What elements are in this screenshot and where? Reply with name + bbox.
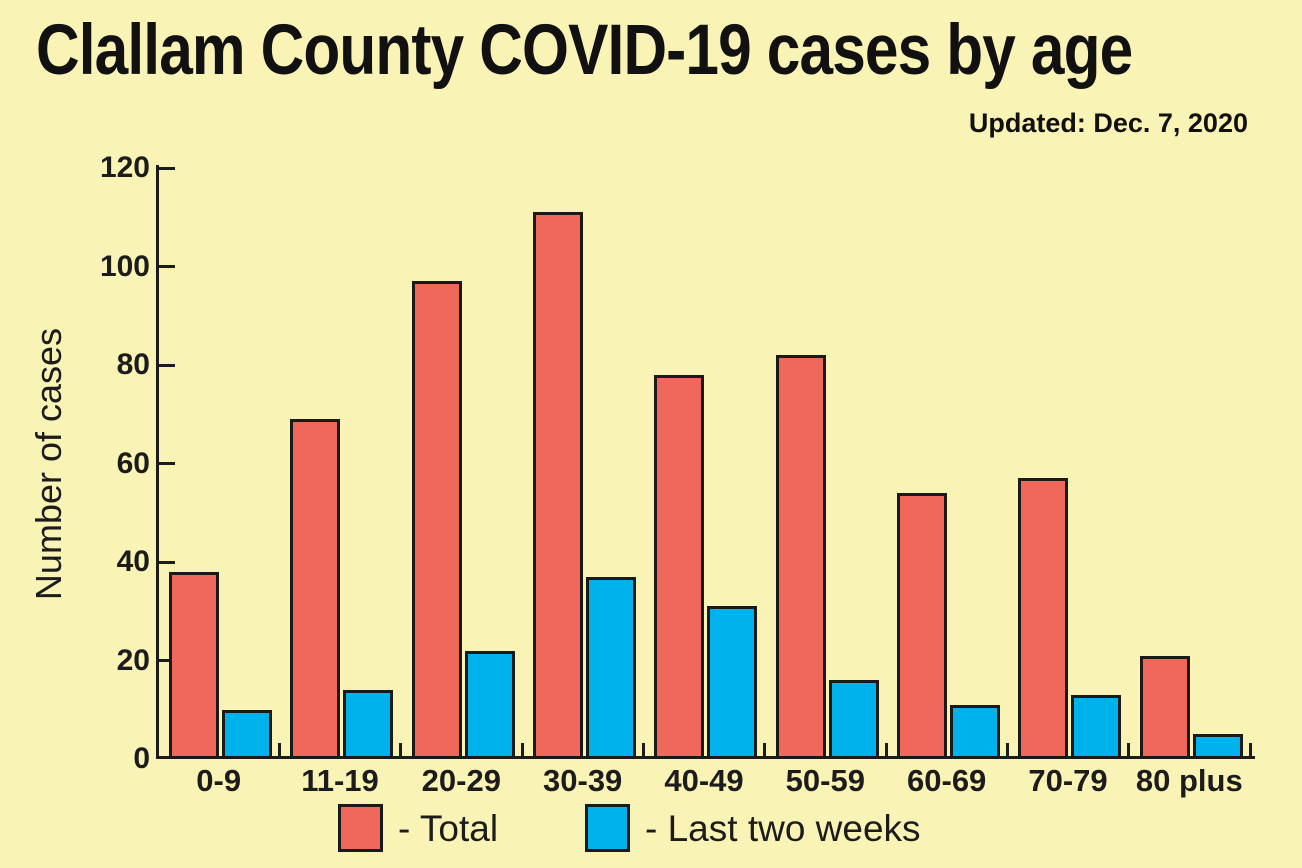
y-axis-tick <box>158 363 175 367</box>
x-axis-label: 30-39 <box>543 763 623 798</box>
chart-title: Clallam County COVID-19 cases by age <box>36 11 1133 90</box>
y-axis-tick <box>158 462 175 465</box>
bar-last-two-weeks <box>828 680 879 759</box>
x-axis-tick <box>277 743 281 756</box>
bar-total <box>654 374 705 759</box>
bar-last-two-weeks <box>222 709 272 759</box>
y-axis-tick <box>158 265 175 268</box>
x-axis-tick <box>520 743 524 756</box>
y-tick-label: 120 <box>99 151 150 184</box>
x-axis-label: 50-59 <box>785 763 865 798</box>
legend-label-total: - Total <box>398 808 499 849</box>
x-axis-line <box>156 756 1255 759</box>
y-axis-tick <box>158 166 175 170</box>
bar-total <box>1018 478 1069 759</box>
y-tick-label: 60 <box>116 446 150 480</box>
x-axis-label: 60-69 <box>907 763 987 798</box>
y-axis-tick <box>158 560 175 564</box>
bar-last-two-weeks <box>707 606 758 759</box>
x-axis-tick <box>641 743 645 756</box>
y-tick-label: 100 <box>99 249 150 283</box>
x-axis-label: 0-9 <box>196 763 242 798</box>
legend-label-recent: - Last two weeks <box>645 808 921 849</box>
x-axis-tick <box>884 743 888 756</box>
y-tick-label: 20 <box>116 643 150 677</box>
x-axis-tick <box>1005 743 1009 756</box>
x-axis-label: 20-29 <box>421 763 501 798</box>
x-axis-label: 40-49 <box>664 763 744 798</box>
x-axis-tick <box>1248 743 1252 756</box>
y-tick-label: 80 <box>116 348 150 381</box>
x-axis-tick <box>399 743 403 756</box>
legend-swatch-recent <box>585 804 630 852</box>
legend-swatch-total <box>338 804 383 852</box>
bar-total <box>290 419 341 759</box>
bar-total <box>1139 655 1190 759</box>
x-axis-label: 70-79 <box>1028 763 1108 798</box>
bar-last-two-weeks <box>950 704 1000 759</box>
bar-last-two-weeks <box>1071 694 1122 759</box>
bar-last-two-weeks <box>1192 734 1243 759</box>
bar-total <box>533 212 583 759</box>
bar-last-two-weeks <box>464 650 515 759</box>
y-tick-label: 40 <box>116 545 150 578</box>
x-axis-tick <box>763 743 767 756</box>
bar-last-two-weeks <box>586 576 636 759</box>
bar-total <box>169 571 219 759</box>
x-axis-label: 80 plus <box>1135 763 1243 798</box>
y-axis-tick <box>158 659 175 662</box>
updated-date: Updated: Dec. 7, 2020 <box>968 108 1248 138</box>
bar-total <box>411 281 462 759</box>
x-axis-tick <box>1127 743 1131 756</box>
bar-last-two-weeks <box>343 690 394 759</box>
bar-total <box>897 493 947 759</box>
y-axis-line <box>156 165 159 759</box>
y-tick-label: 0 <box>133 742 150 775</box>
bar-total <box>775 355 826 759</box>
x-axis-label: 11-19 <box>301 763 379 798</box>
